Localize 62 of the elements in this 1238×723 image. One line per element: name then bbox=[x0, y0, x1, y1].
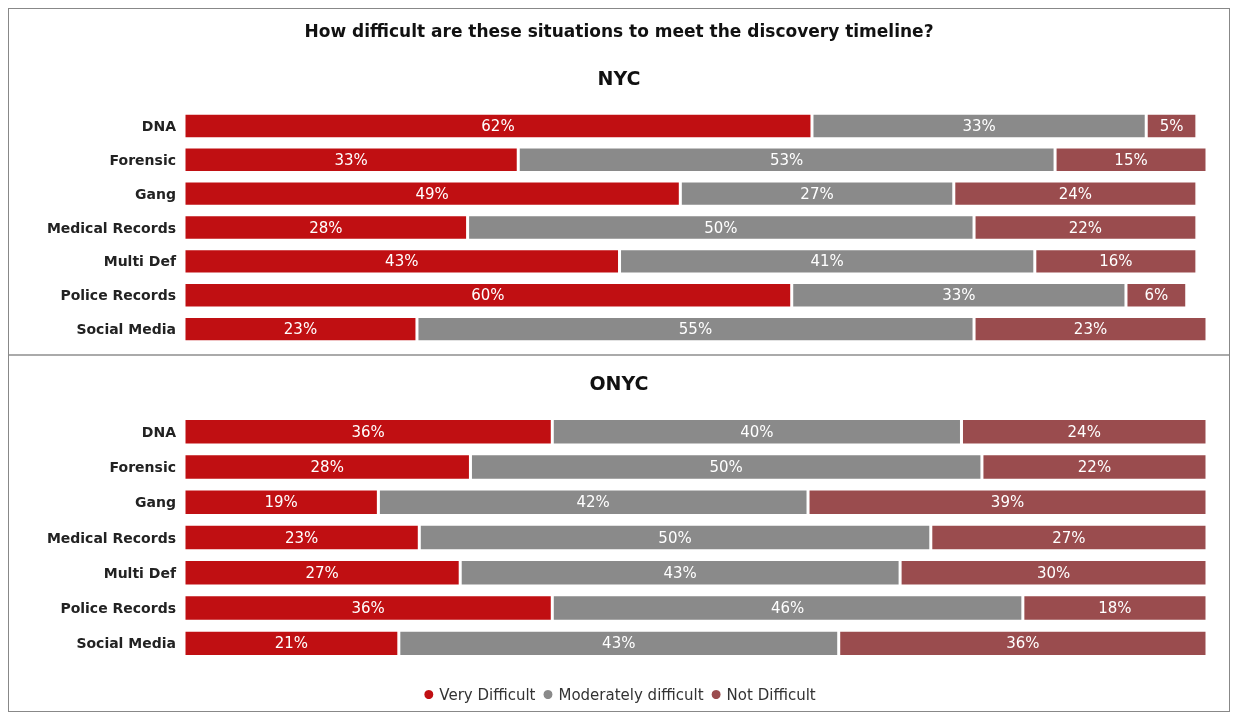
y-tick-label: Medical Records bbox=[46, 219, 176, 236]
data-label: 36% bbox=[351, 599, 385, 618]
data-label: 27% bbox=[1052, 528, 1086, 547]
y-tick-label: Police Records bbox=[60, 600, 176, 617]
data-label: 27% bbox=[305, 563, 339, 582]
data-label: 62% bbox=[481, 116, 515, 135]
data-label: 43% bbox=[602, 634, 636, 653]
data-label: 18% bbox=[1098, 599, 1132, 618]
data-label: 6% bbox=[1144, 286, 1169, 305]
y-tick-label: DNA bbox=[141, 117, 177, 134]
data-label: 50% bbox=[709, 457, 743, 476]
y-tick-label: Forensic bbox=[109, 458, 176, 475]
data-label: 36% bbox=[1006, 634, 1040, 653]
legend-label: Moderately difficult bbox=[558, 685, 704, 704]
data-label: 22% bbox=[1077, 457, 1112, 476]
y-tick-label: Police Records bbox=[60, 287, 176, 304]
data-label: 30% bbox=[1036, 563, 1071, 582]
data-label: 16% bbox=[1099, 252, 1133, 271]
data-label: 36% bbox=[351, 422, 385, 441]
data-label: 22% bbox=[1068, 218, 1103, 237]
chart-subtitle: NYC bbox=[597, 66, 641, 89]
data-label: 50% bbox=[658, 528, 692, 547]
data-label: 53% bbox=[769, 150, 804, 169]
data-label: 33% bbox=[334, 150, 368, 169]
chart-title: How difficult are these situations to meet the discovery timeline? bbox=[304, 20, 934, 41]
y-tick-label: Forensic bbox=[109, 151, 176, 168]
data-label: 28% bbox=[309, 218, 343, 237]
data-label: 49% bbox=[415, 184, 449, 203]
y-tick-label: DNA bbox=[141, 423, 177, 440]
data-label: 50% bbox=[704, 218, 738, 237]
data-label: 24% bbox=[1067, 422, 1101, 441]
data-label: 15% bbox=[1114, 150, 1148, 169]
y-tick-label: Medical Records bbox=[46, 529, 176, 546]
data-label: 43% bbox=[385, 252, 419, 271]
y-tick-label: Social Media bbox=[76, 321, 176, 338]
y-tick-label: Multi Def bbox=[103, 564, 177, 581]
data-label: 19% bbox=[264, 493, 298, 512]
legend-label: Not Difficult bbox=[726, 685, 816, 704]
y-tick-label: Multi Def bbox=[103, 253, 177, 270]
data-label: 43% bbox=[663, 563, 697, 582]
data-label: 23% bbox=[284, 528, 319, 547]
data-label: 23% bbox=[283, 320, 318, 339]
data-label: 60% bbox=[471, 286, 505, 305]
data-label: 24% bbox=[1058, 184, 1092, 203]
data-label: 42% bbox=[576, 493, 610, 512]
data-label: 40% bbox=[740, 422, 774, 441]
data-label: 27% bbox=[800, 184, 834, 203]
data-label: 46% bbox=[770, 599, 805, 618]
legend-label: Very Difficult bbox=[439, 685, 536, 704]
y-tick-label: Gang bbox=[135, 185, 176, 202]
y-tick-label: Social Media bbox=[76, 635, 176, 652]
data-label: 28% bbox=[310, 457, 344, 476]
data-label: 39% bbox=[990, 493, 1025, 512]
data-label: 41% bbox=[810, 252, 844, 271]
data-label: 21% bbox=[274, 634, 309, 653]
data-label: 33% bbox=[962, 116, 996, 135]
data-label: 5% bbox=[1159, 116, 1184, 135]
chart-title: ONYC bbox=[589, 371, 649, 394]
data-label: 55% bbox=[678, 320, 713, 339]
data-label: 33% bbox=[942, 286, 976, 305]
y-tick-label: Gang bbox=[135, 494, 176, 511]
data-label: 23% bbox=[1073, 320, 1108, 339]
